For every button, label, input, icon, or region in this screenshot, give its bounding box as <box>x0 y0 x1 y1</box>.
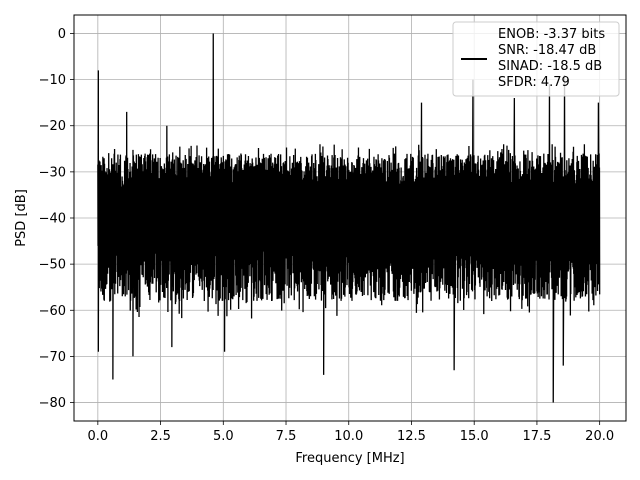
y-axis-label: PSD [dB] <box>14 189 29 247</box>
y-tick-label: −60 <box>39 304 66 319</box>
x-axis-label: Frequency [MHz] <box>295 451 404 466</box>
legend-entry-snr: SNR: -18.47 dB <box>498 43 596 58</box>
x-tick-label: 7.5 <box>276 429 297 444</box>
legend-entry-enob: ENOB: -3.37 bits <box>498 27 605 42</box>
y-axis: 0 −10 −20 −30 −40 −50 −60 −70 −80 <box>39 27 74 411</box>
legend-entry-sinad: SINAD: -18.5 dB <box>498 59 602 74</box>
legend-box <box>452 21 620 97</box>
x-tick-label: 12.5 <box>397 429 426 444</box>
psd-series-line <box>97 33 601 403</box>
x-tick-label: 17.5 <box>522 429 551 444</box>
x-tick-label: 0.0 <box>87 429 108 444</box>
y-tick-label: −70 <box>39 350 66 365</box>
y-tick-label: −50 <box>39 258 66 273</box>
y-tick-label: −40 <box>39 212 66 227</box>
psd-series <box>97 33 601 403</box>
x-tick-label: 20.0 <box>585 429 614 444</box>
x-tick-label: 5.0 <box>213 429 234 444</box>
x-tick-label: 15.0 <box>460 429 489 444</box>
y-tick-label: −10 <box>39 73 66 88</box>
y-tick-label: −20 <box>39 119 66 134</box>
x-tick-label: 10.0 <box>334 429 363 444</box>
y-tick-label: −30 <box>39 165 66 180</box>
x-tick-label: 2.5 <box>150 429 171 444</box>
legend: ENOB: -3.37 bits SNR: -18.47 dB SINAD: -… <box>452 21 620 97</box>
y-tick-label: −80 <box>39 396 66 411</box>
x-axis: 0.0 2.5 5.0 7.5 10.0 12.5 15.0 17.5 20.0 <box>87 421 614 444</box>
legend-entry-sfdr: SFDR: 4.79 <box>498 75 570 90</box>
y-tick-label: 0 <box>58 27 66 42</box>
